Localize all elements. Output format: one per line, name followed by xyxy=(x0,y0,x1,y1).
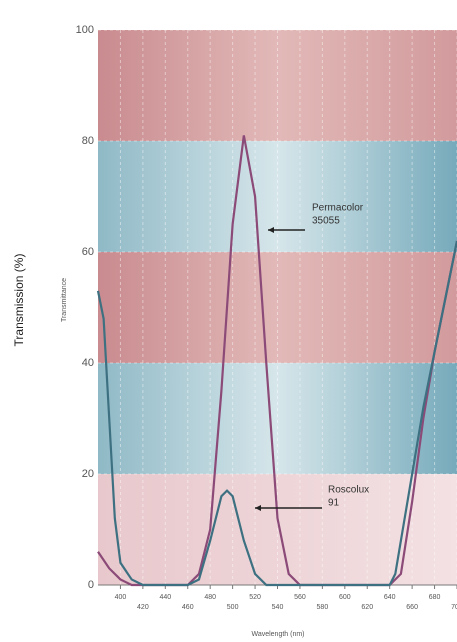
x-tick-label: 660 xyxy=(406,604,418,611)
x-tick-label: 680 xyxy=(429,594,441,601)
y-tick-label: 80 xyxy=(82,135,94,147)
series-line xyxy=(96,240,457,587)
annotation-arrowhead xyxy=(255,505,261,511)
x-tick-label: 560 xyxy=(294,594,306,601)
y-tick-label: 20 xyxy=(82,468,94,480)
annotation-arrowhead xyxy=(268,227,274,233)
x-tick-label: 440 xyxy=(159,594,171,601)
y-tick-label: 0 xyxy=(88,579,94,591)
x-tick-label: 580 xyxy=(317,604,329,611)
x-tick-label: 620 xyxy=(361,604,373,611)
y-axis-label: Transmission (%) xyxy=(12,254,26,347)
annotation: Roscolux xyxy=(328,485,369,496)
x-tick-label: 420 xyxy=(137,604,149,611)
bands xyxy=(98,30,457,585)
x-tick-label: 520 xyxy=(249,594,261,601)
x-tick-label: 600 xyxy=(339,594,351,601)
x-tick-label: 480 xyxy=(204,594,216,601)
x-axis-label: Wavelength (nm) xyxy=(251,631,304,638)
x-tick-label: 500 xyxy=(227,604,239,611)
x-tick-label: 400 xyxy=(115,594,127,601)
y-tick-label: 100 xyxy=(76,24,94,36)
x-tick-label: 460 xyxy=(182,604,194,611)
y-tick-label: 60 xyxy=(82,246,94,258)
annotation: 35055 xyxy=(312,216,340,227)
x-tick-label: 640 xyxy=(384,594,396,601)
annotation: 91 xyxy=(328,498,340,509)
x-tick-label: 700 xyxy=(451,604,457,611)
y-tick-label: 40 xyxy=(82,357,94,369)
y-axis-inner-label: Transmittance xyxy=(61,278,68,322)
x-tick-label: 540 xyxy=(272,604,284,611)
annotation: Permacolor xyxy=(312,203,364,214)
